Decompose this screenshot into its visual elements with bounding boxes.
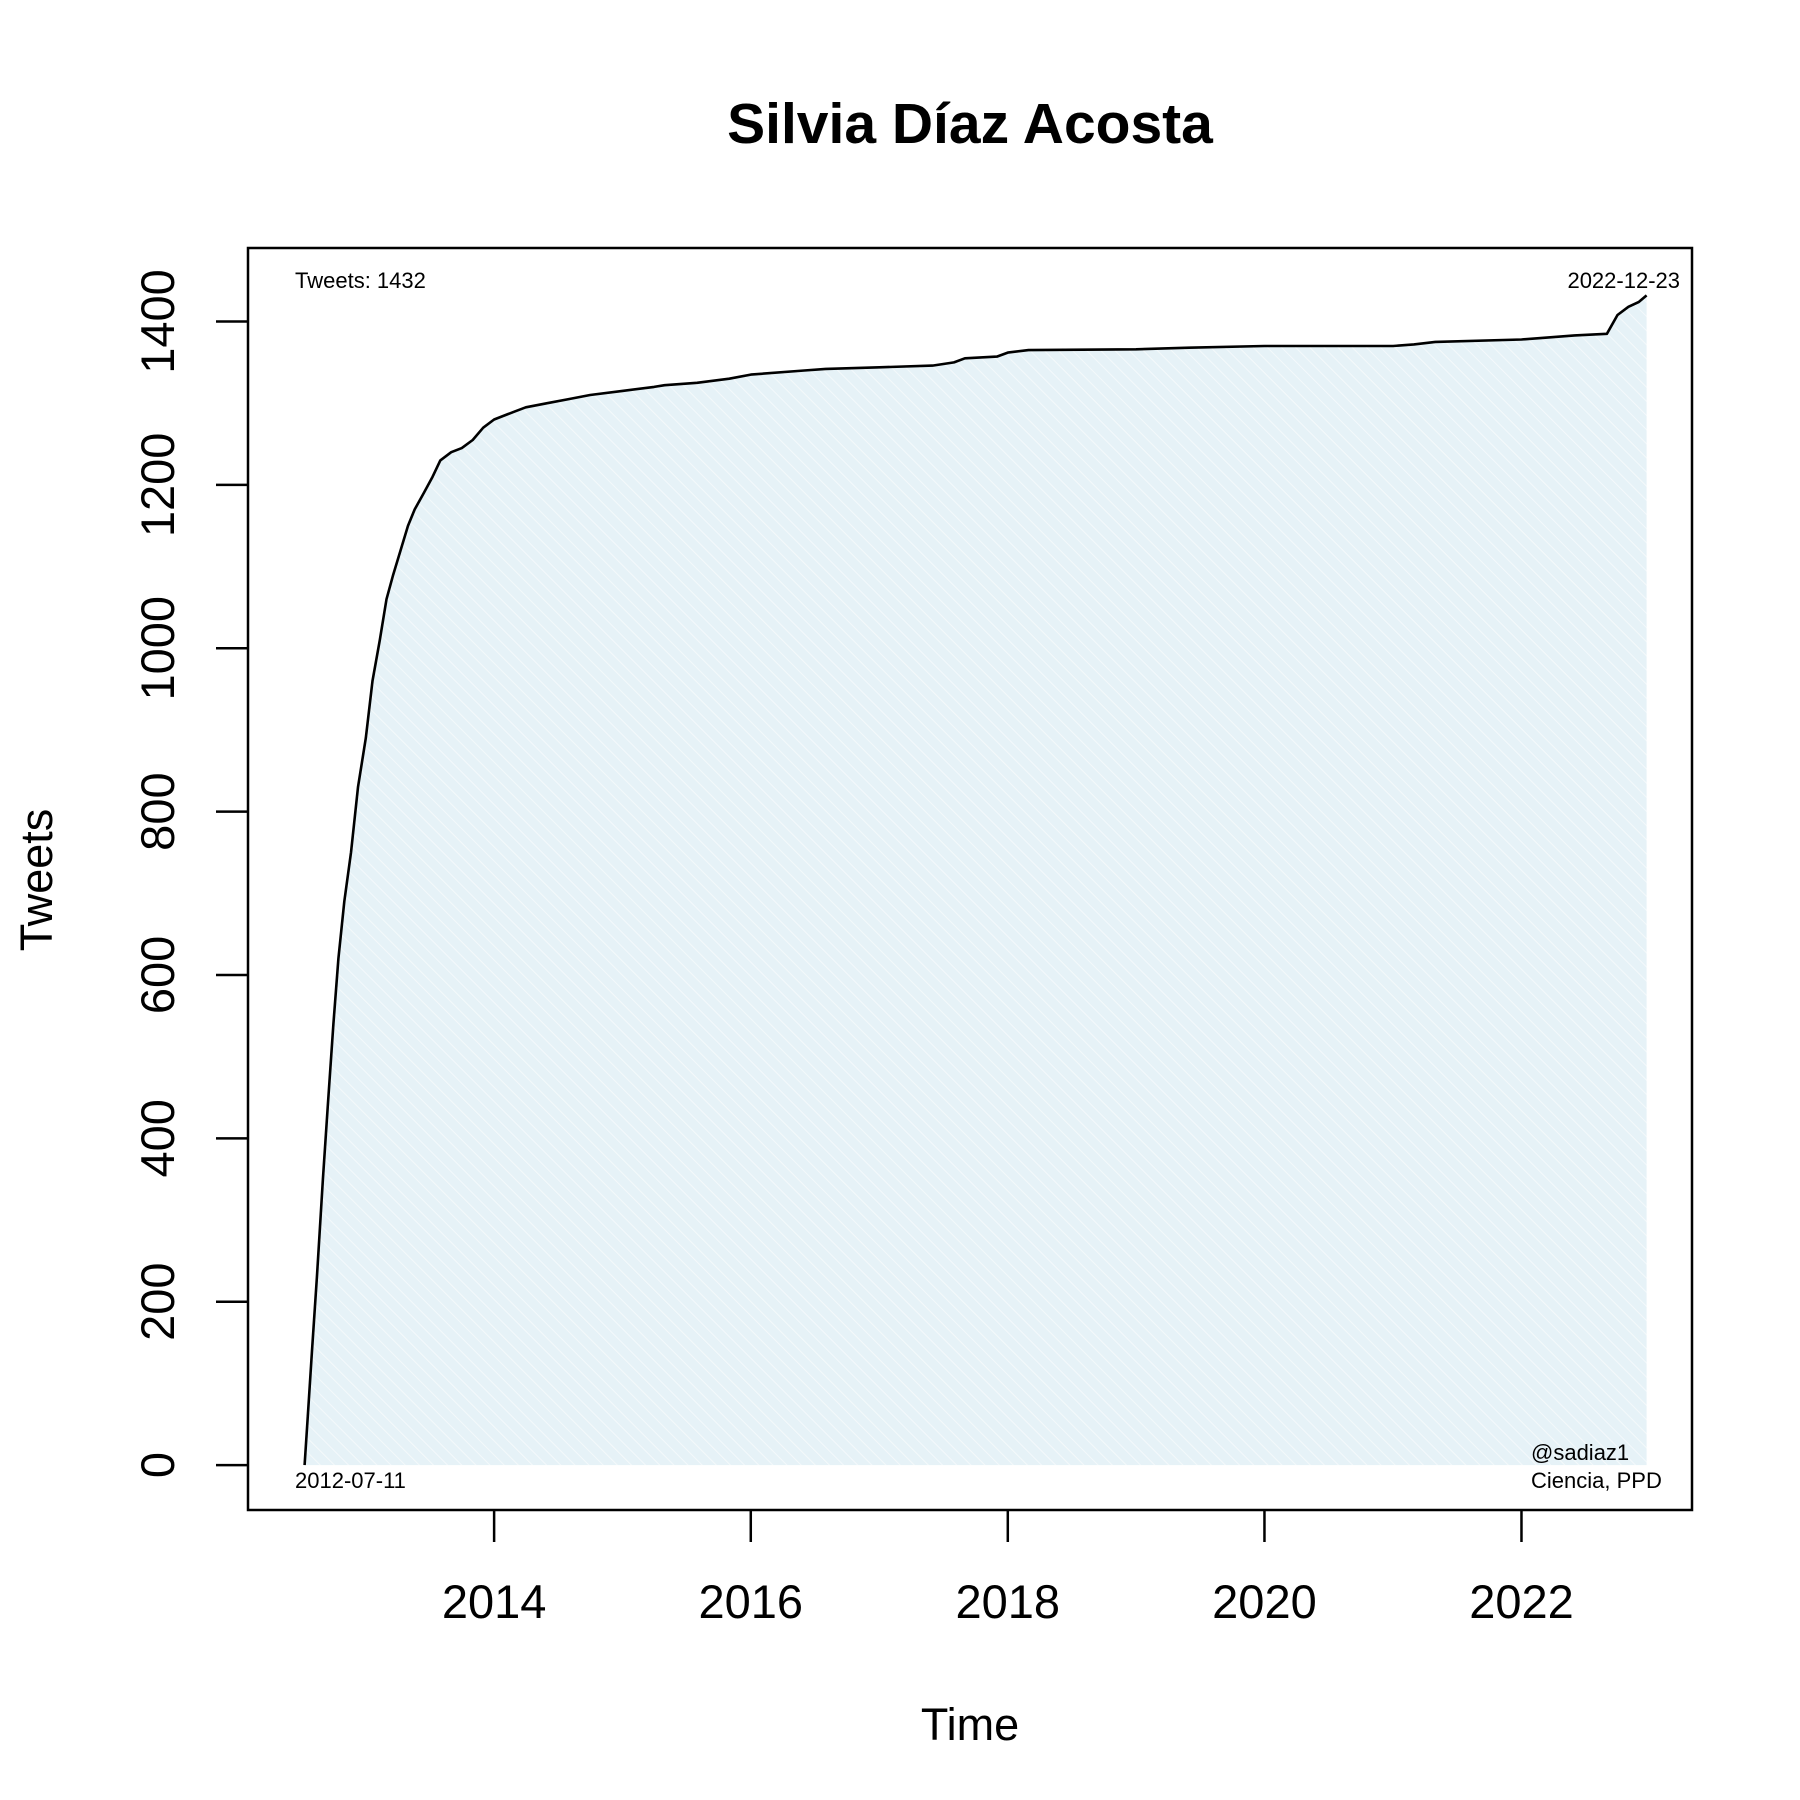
x-tick-label: 2014 bbox=[442, 1575, 547, 1628]
y-tick-label: 200 bbox=[131, 1262, 184, 1340]
y-tick-label: 600 bbox=[131, 936, 184, 1014]
y-tick-label: 400 bbox=[131, 1099, 184, 1177]
plot-frame bbox=[246, 246, 1694, 1512]
x-tick-label: 2022 bbox=[1469, 1575, 1574, 1628]
y-axis-label: Tweets bbox=[11, 809, 62, 952]
total-tweets-label: Tweets: 1432 bbox=[295, 268, 426, 293]
x-tick-label: 2020 bbox=[1212, 1575, 1317, 1628]
y-tick-label: 1000 bbox=[131, 596, 184, 701]
y-axis: 0 200 400 600 800 1000 1200 1400 bbox=[131, 269, 248, 1478]
y-tick-label: 1400 bbox=[131, 269, 184, 374]
affiliation-label: Ciencia, PPD bbox=[1531, 1468, 1662, 1493]
y-tick-label: 800 bbox=[131, 772, 184, 850]
x-axis: 2014 2016 2018 2020 2022 bbox=[442, 1510, 1574, 1628]
end-date-label: 2022-12-23 bbox=[1567, 268, 1680, 293]
chart-title: Silvia Díaz Acosta bbox=[727, 92, 1214, 156]
area-fill bbox=[304, 295, 1647, 1466]
series-line bbox=[303, 294, 1648, 1466]
y-tick-label: 1200 bbox=[131, 433, 184, 538]
y-tick-label: 0 bbox=[131, 1452, 184, 1478]
x-axis-label: Time bbox=[921, 1699, 1019, 1750]
handle-label: @sadiaz1 bbox=[1531, 1440, 1629, 1465]
start-date-label: 2012-07-11 bbox=[295, 1468, 406, 1493]
x-tick-label: 2016 bbox=[698, 1575, 803, 1628]
x-tick-label: 2018 bbox=[956, 1575, 1061, 1628]
